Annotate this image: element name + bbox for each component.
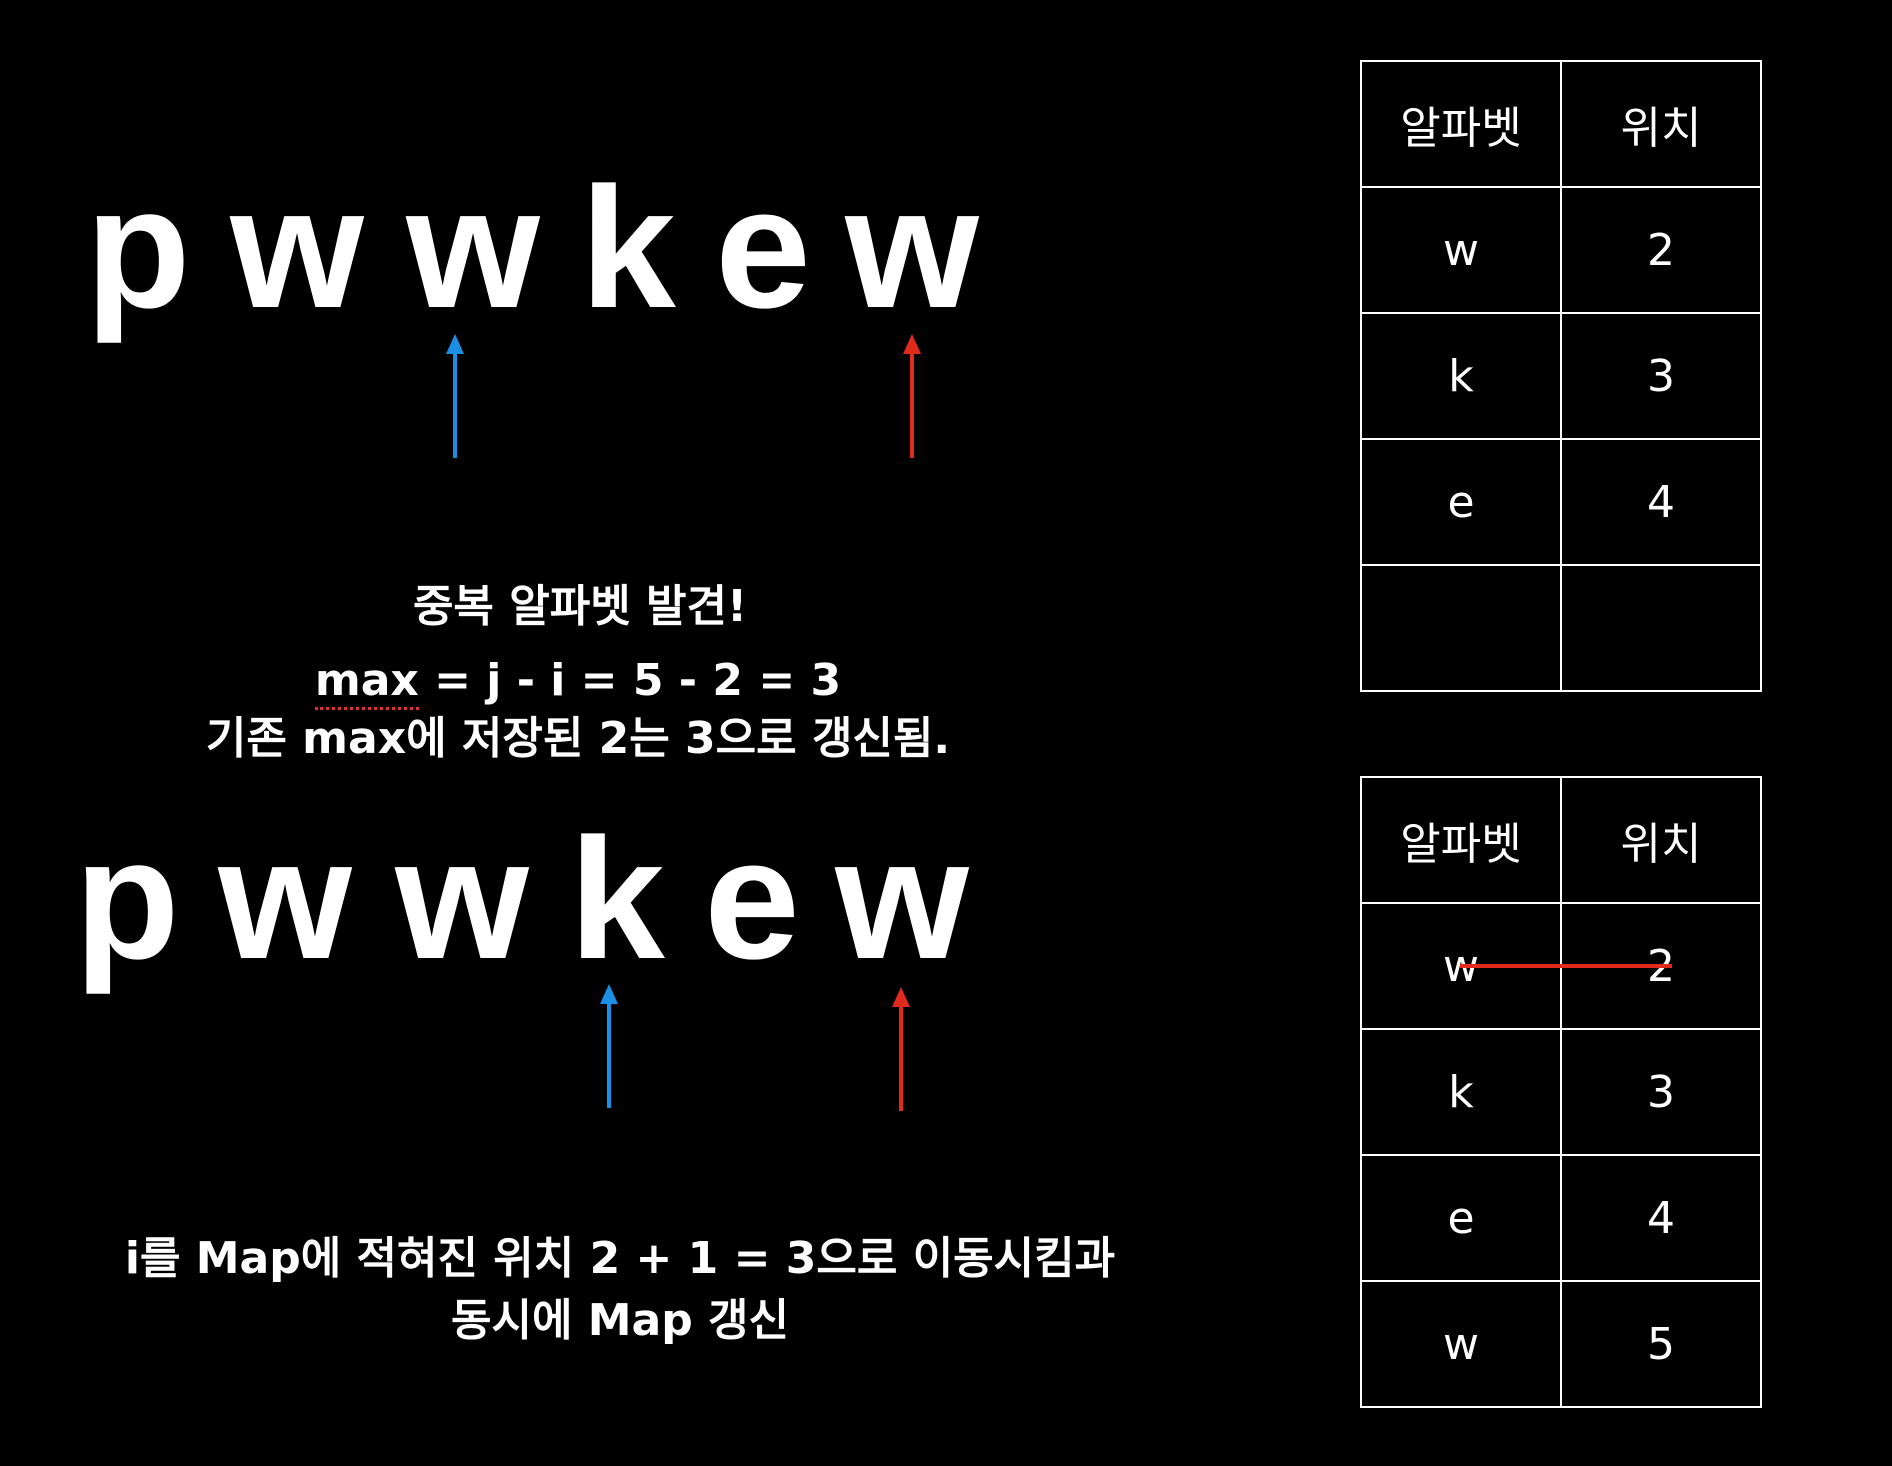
cell-position: 4 [1560, 1154, 1762, 1282]
cell-letter: e [1360, 438, 1562, 566]
string-row-step2: p w w k e w [0, 813, 1000, 985]
letter-0: p [85, 152, 191, 344]
header-letter: 알파벳 [1360, 776, 1562, 904]
cell-position: 2 [1560, 186, 1762, 314]
max-calculation-caption: max = j - i = 5 - 2 = 3 기존 max에 저장된 2는 3… [178, 652, 978, 768]
header-position: 위치 [1560, 60, 1762, 188]
letter-1: w [218, 803, 352, 995]
cell-letter: k [1360, 312, 1562, 440]
table-row: e 4 [1360, 438, 1762, 566]
max-formula: max = j - i = 5 - 2 = 3 [178, 652, 978, 710]
string-row-step1: p w w k e w [0, 162, 1000, 334]
header-letter: 알파벳 [1360, 60, 1562, 188]
letter-0: p [74, 803, 180, 995]
move-text-line1: i를 Map에 적혀진 위치 2 + 1 = 3으로 이동시킴과 [124, 1233, 1116, 1284]
strike-line [1460, 964, 1562, 968]
pointer-i-arrow-step1 [446, 334, 464, 458]
letter-2: w [395, 803, 529, 995]
cell-letter: e [1360, 1154, 1562, 1282]
cell-letter: w [1360, 1280, 1562, 1408]
table-row: k 3 [1360, 1028, 1762, 1156]
cell-letter: w [1360, 186, 1562, 314]
table-row: w 5 [1360, 1280, 1762, 1408]
duplicate-found-caption: 중복 알파벳 발견! [412, 581, 748, 632]
letter-5: w [835, 803, 969, 995]
table-header-row: 알파벳 위치 [1360, 60, 1762, 188]
cell-position: 3 [1560, 1028, 1762, 1156]
cell-position: 3 [1560, 312, 1762, 440]
cell-position: 4 [1560, 438, 1762, 566]
cell-letter [1360, 564, 1562, 692]
header-position: 위치 [1560, 776, 1762, 904]
cell-letter: w [1360, 902, 1562, 1030]
pointer-i-arrow-step2 [600, 984, 618, 1108]
letter-4: e [715, 152, 811, 344]
table-row: w 2 [1360, 186, 1762, 314]
cell-position: 2 [1560, 902, 1762, 1030]
letter-3: k [569, 803, 665, 995]
letter-2: w [406, 152, 540, 344]
cell-position [1560, 564, 1762, 692]
table-row-struck: w 2 [1360, 902, 1762, 1030]
cell-position: 5 [1560, 1280, 1762, 1408]
pointer-j-arrow-step2 [892, 987, 910, 1111]
table-row [1360, 564, 1762, 692]
table-header-row: 알파벳 위치 [1360, 776, 1762, 904]
cell-letter: k [1360, 1028, 1562, 1156]
letter-5: w [845, 152, 979, 344]
map-table-step2: 알파벳 위치 w 2 k 3 e 4 w 5 [1360, 776, 1762, 1408]
letter-3: k [580, 152, 676, 344]
max-formula-rest: = j - i = 5 - 2 = 3 [418, 655, 842, 706]
map-table-step1: 알파벳 위치 w 2 k 3 e 4 [1360, 60, 1762, 692]
max-update-text: 기존 max에 저장된 2는 3으로 갱신됨. [205, 713, 951, 764]
move-text-line2: 동시에 Map 갱신 [450, 1295, 789, 1346]
pointer-j-arrow-step1 [903, 334, 921, 458]
move-pointer-caption: i를 Map에 적혀진 위치 2 + 1 = 3으로 이동시킴과 동시에 Map… [100, 1228, 1140, 1352]
max-word: max [314, 655, 419, 706]
table-row: e 4 [1360, 1154, 1762, 1282]
table-row: k 3 [1360, 312, 1762, 440]
letter-4: e [704, 803, 800, 995]
strike-line [1560, 964, 1672, 968]
letter-1: w [230, 152, 364, 344]
